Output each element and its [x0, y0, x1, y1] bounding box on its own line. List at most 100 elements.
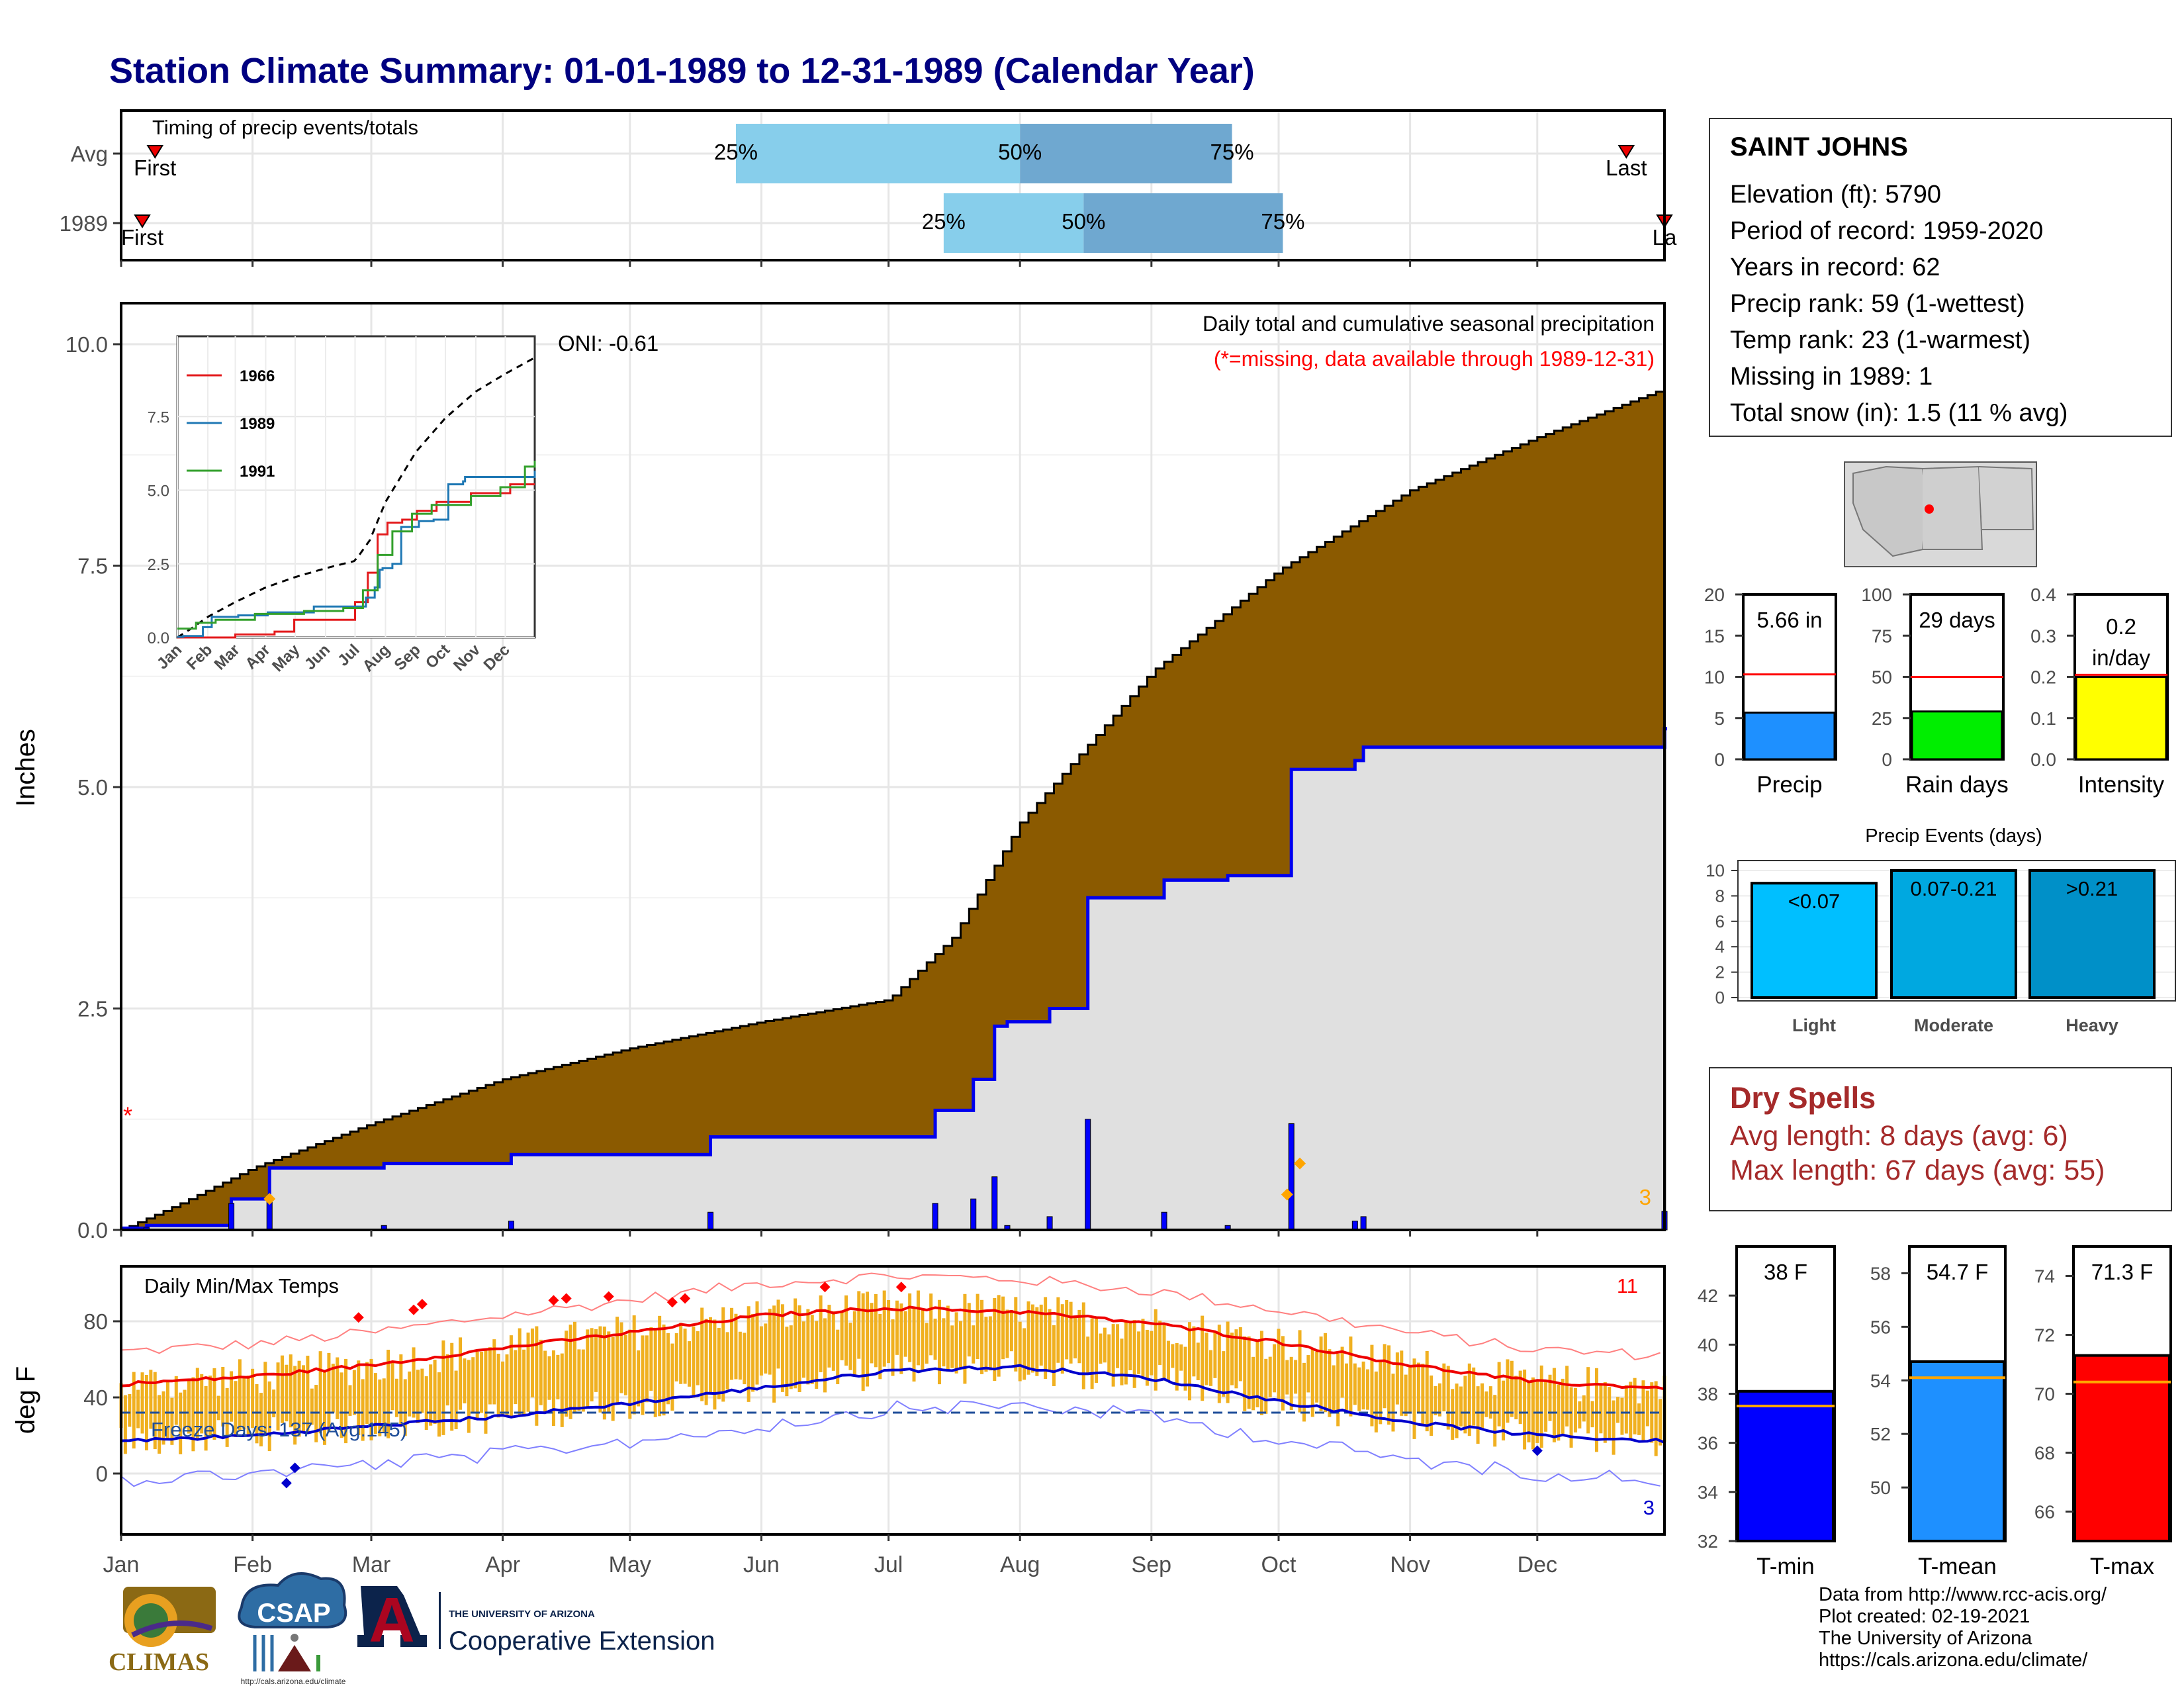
daily-temp-bar [1251, 1356, 1255, 1411]
events-tick-label: 2 [1715, 962, 1725, 982]
daily-temp-bar [1654, 1381, 1658, 1456]
daily-temp-bar [1569, 1387, 1573, 1448]
daily-temp-bar [1014, 1297, 1018, 1372]
daily-temp-bar [569, 1325, 572, 1419]
daily-temp-bar [1111, 1324, 1115, 1387]
daily-temp-bar [653, 1328, 657, 1417]
timing-pct-label: 75% [1210, 140, 1253, 164]
ua-logo-small: THE UNIVERSITY OF ARIZONA [449, 1609, 595, 1620]
csap-logo-url: http://cals.arizona.edu/climate [241, 1677, 346, 1686]
record-high-marker [895, 1282, 907, 1293]
inset-frame [176, 335, 536, 639]
daily-temp-bar [950, 1325, 954, 1368]
timing-row-label: 1989 [60, 211, 108, 236]
daily-temp-bar [441, 1340, 445, 1435]
daily-temp-bar [1137, 1331, 1141, 1374]
daily-temp-bar [1124, 1321, 1128, 1385]
daily-temp-bar [692, 1326, 696, 1398]
daily-temp-bar [1213, 1332, 1217, 1378]
record-high-marker [680, 1293, 691, 1304]
daily-precip-bar [970, 1198, 977, 1231]
daily-temp-bar [331, 1364, 335, 1413]
daily-temp-bar [390, 1362, 394, 1411]
timing-bar-50-75 [1020, 124, 1232, 183]
temp-panel: 0 40 80 Daily Min/Max Temps 11 3 Freeze Days: … [11, 1265, 1666, 1541]
daily-temp-bar [297, 1360, 301, 1437]
daily-temp-bar [1433, 1385, 1437, 1416]
daily-temp-bar [1192, 1326, 1196, 1377]
daily-temp-bar [488, 1347, 492, 1405]
daily-temp-bar [946, 1305, 950, 1372]
daily-temp-bar [1421, 1364, 1425, 1427]
daily-temp-bar [929, 1293, 933, 1356]
daily-temp-bar [700, 1307, 704, 1401]
daily-temp-bar [1539, 1365, 1543, 1448]
daily-temp-bar [1116, 1324, 1120, 1368]
daily-precip-bar [228, 1203, 235, 1231]
record-high-line [120, 1272, 1661, 1361]
daily-temp-bar [437, 1372, 441, 1437]
daily-temp-bar [1259, 1331, 1263, 1415]
daily-temp-bar [1340, 1346, 1344, 1398]
daily-temp-bar [1404, 1374, 1408, 1417]
daily-temp-bar [1459, 1386, 1463, 1427]
daily-temp-bar [1561, 1378, 1565, 1434]
temp-bar-tick-label: 42 [1698, 1286, 1718, 1306]
daily-temp-bar [1345, 1363, 1349, 1410]
daily-temp-bar [399, 1354, 403, 1427]
summary-label: Precip [1756, 772, 1822, 798]
events-category-label: Light [1792, 1015, 1836, 1035]
daily-temp-bar [225, 1387, 229, 1447]
daily-temp-bar [1476, 1386, 1480, 1444]
summary-bar-0 [1743, 712, 1836, 761]
temp-ytick-label: 40 [83, 1385, 108, 1410]
daily-temp-bar [602, 1327, 606, 1420]
record-low-marker [1531, 1445, 1543, 1456]
precip-ytick-label: 0.0 [77, 1218, 108, 1243]
daily-temp-bar [730, 1307, 734, 1380]
daily-temp-bar [623, 1335, 627, 1395]
daily-temp-bar [123, 1395, 127, 1454]
summary-tick-label: 75 [1872, 626, 1892, 646]
daily-temp-bar [1332, 1365, 1336, 1413]
daily-temp-bar [387, 1349, 390, 1438]
daily-temp-bar [878, 1313, 882, 1380]
record-high-marker [416, 1299, 428, 1310]
daily-temp-bar [467, 1360, 471, 1433]
daily-temp-bar [1162, 1323, 1166, 1379]
daily-temp-bar [463, 1358, 467, 1404]
daily-temp-bar [1044, 1297, 1048, 1379]
summary-tick-label: 10 [1704, 667, 1725, 688]
daily-temp-bar [234, 1381, 238, 1438]
daily-temp-bar [954, 1312, 958, 1374]
daily-temp-bar [921, 1310, 925, 1370]
daily-temp-bar [255, 1383, 259, 1444]
daily-temp-bar [327, 1352, 331, 1432]
daily-temp-bar [743, 1333, 747, 1385]
daily-temp-bar [1196, 1342, 1200, 1381]
daily-temp-bar [916, 1290, 920, 1366]
daily-temp-bar [454, 1370, 458, 1430]
temp-frame [120, 1265, 1666, 1536]
daily-temp-bar [1179, 1344, 1183, 1371]
daily-temp-bar [887, 1299, 891, 1364]
daily-temp-bar [1268, 1356, 1272, 1397]
daily-temp-bar [408, 1371, 412, 1417]
daily-temp-bar [1437, 1383, 1441, 1417]
summary-tick-label: 20 [1704, 585, 1725, 605]
dry-spells-avg: Avg length: 8 days (avg: 6) [1730, 1120, 2068, 1152]
temp-bar-label: T-mean [1918, 1554, 1997, 1579]
daily-temp-bar [1565, 1366, 1569, 1427]
oni-label: ONI: -0.61 [558, 331, 659, 355]
daily-temp-bar [1645, 1390, 1649, 1427]
temp-ytick-label: 80 [83, 1309, 108, 1334]
daily-temp-bar [1150, 1331, 1154, 1376]
inset-line-1991 [177, 461, 536, 630]
climas-logo-text: CLIMAS [109, 1648, 209, 1676]
daily-temp-bar [301, 1365, 305, 1432]
daily-temp-bar [1603, 1382, 1607, 1443]
timing-pct-label: 50% [1062, 209, 1105, 234]
daily-temp-bar [874, 1293, 878, 1368]
month-label: Oct [1261, 1552, 1297, 1577]
summary-tick-label: 0.2 [2030, 667, 2056, 688]
